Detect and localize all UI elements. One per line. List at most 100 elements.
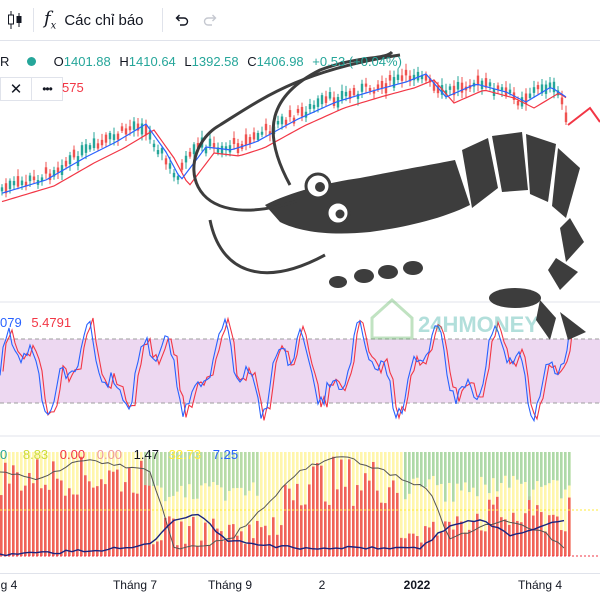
flow-bar (448, 452, 451, 556)
flow-bar (432, 452, 435, 476)
flow-bar (104, 484, 107, 556)
flow-bar (208, 545, 211, 556)
flow-bar (268, 535, 271, 556)
watermark-text: 24HMONEY (418, 312, 539, 337)
flow-bar (440, 452, 443, 484)
flow-bar (280, 525, 283, 556)
candle (256, 132, 260, 140)
candle (28, 175, 32, 182)
stoch-legend: 079 5.4791 (0, 315, 71, 330)
flow-bar (352, 452, 355, 556)
candle (552, 81, 556, 93)
flow-bar (128, 467, 131, 556)
chart-type-button[interactable] (0, 0, 30, 40)
candle (60, 165, 64, 175)
candle (160, 147, 164, 154)
flow-bar (204, 452, 207, 484)
flow-gray-line (0, 456, 565, 550)
flow-bar (536, 452, 539, 482)
flow-bar (528, 496, 531, 556)
candle (532, 87, 536, 93)
flow-bar (332, 456, 335, 556)
flow-bar (564, 452, 567, 490)
indicators-label: Các chỉ báo (64, 11, 144, 29)
flow-bar (300, 452, 303, 556)
remove-indicator-button[interactable]: ✕ (0, 77, 32, 101)
flow-bar (236, 535, 239, 556)
candle (536, 85, 540, 90)
flow-bar (540, 452, 543, 487)
candle (380, 80, 384, 89)
flow-bar (568, 452, 571, 486)
flow-bar (516, 520, 519, 556)
flow-bar (180, 521, 183, 556)
flow-bar (180, 452, 183, 556)
flow-bar (460, 521, 463, 556)
flow-bar (492, 452, 495, 556)
flow-bar (500, 452, 503, 483)
flow-bar (172, 518, 175, 556)
candle (428, 77, 432, 83)
flow-bar (224, 540, 227, 556)
flow-bar (240, 452, 243, 488)
symbol-suffix[interactable]: R (0, 54, 10, 69)
candle (212, 143, 216, 148)
open-label: O (53, 54, 64, 69)
flow-bar (184, 452, 187, 556)
candle (304, 111, 308, 118)
flow-bar (240, 531, 243, 556)
candle (208, 138, 212, 147)
flow-bar (192, 452, 195, 556)
flow-bar (432, 452, 435, 556)
more-icon: ••• (42, 82, 53, 96)
flow-bar (304, 452, 307, 556)
candle (96, 143, 100, 149)
flow-bar (368, 480, 371, 556)
candle (320, 95, 324, 105)
flow-bar (512, 452, 515, 556)
candle (44, 167, 48, 174)
flow-bar (36, 459, 39, 556)
flow-bar (244, 452, 247, 556)
candle (12, 181, 16, 186)
flow-bar (312, 466, 315, 556)
candle (300, 106, 304, 117)
flow-bar (548, 452, 551, 556)
flow-bar (168, 452, 171, 497)
indicators-button[interactable]: fx Các chỉ báo (40, 0, 160, 40)
candle (360, 83, 364, 92)
candle (476, 75, 480, 86)
redo-button[interactable] (198, 0, 224, 40)
flow-bar (492, 504, 495, 556)
bottom-value-5: 1.47 (133, 447, 159, 462)
flow-bar (152, 452, 155, 487)
low-label: L (184, 54, 192, 69)
flow-bar (504, 519, 507, 556)
flow-bar (356, 485, 359, 556)
candle (204, 147, 208, 154)
more-options-button[interactable]: ••• (31, 77, 63, 101)
candle (480, 80, 484, 90)
flow-bar (188, 452, 191, 485)
flow-bar (304, 504, 307, 556)
flow-bar (56, 478, 59, 556)
candle (420, 75, 424, 80)
flow-bar (212, 452, 215, 556)
flow-bar (448, 521, 451, 556)
flow-bar (548, 452, 551, 484)
flow-bar (392, 480, 395, 556)
flow-bar (164, 517, 167, 556)
candle (544, 84, 548, 94)
chart-canvas[interactable]: 24HMONEY (0, 41, 600, 573)
undo-button[interactable] (168, 0, 194, 40)
time-axis[interactable]: g 4 Tháng 7 Tháng 9 2 2022 Tháng 4 (0, 573, 600, 601)
candle (336, 97, 340, 108)
flow-bar (236, 452, 239, 556)
candle (364, 83, 368, 87)
candle (136, 123, 140, 131)
candle (192, 144, 196, 155)
flow-bar (276, 534, 279, 556)
flow-bar (524, 513, 527, 556)
flow-bar (300, 505, 303, 556)
flow-bar (256, 452, 259, 496)
